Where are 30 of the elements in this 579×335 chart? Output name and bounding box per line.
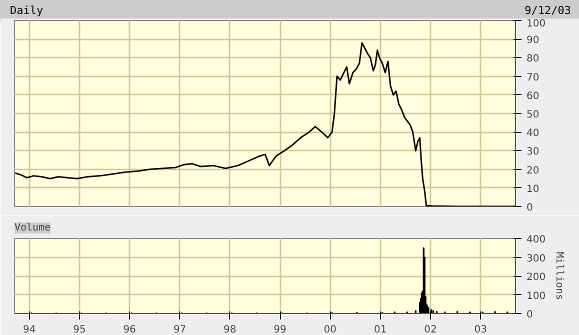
x-tick-label: 01 bbox=[374, 324, 387, 335]
chart-title: Daily bbox=[10, 3, 44, 19]
y-tick-label: 100 bbox=[526, 18, 546, 30]
chart-title: Volume bbox=[14, 222, 51, 234]
x-tick-label: 03 bbox=[474, 324, 487, 335]
y-tick-label: 40 bbox=[526, 128, 540, 140]
y-tick-label: 0 bbox=[526, 202, 533, 214]
x-tick-label: 99 bbox=[274, 324, 286, 335]
y-tick-label: 70 bbox=[526, 72, 540, 84]
y-tick-label: 90 bbox=[526, 35, 540, 46]
y-tick-label: 400 bbox=[526, 234, 546, 246]
x-tick-label: 98 bbox=[224, 324, 236, 335]
y-tick-label: 100 bbox=[526, 290, 546, 302]
y-tick-label: 80 bbox=[526, 54, 540, 65]
y-tick-label: 0 bbox=[526, 310, 533, 320]
x-tick-label: 97 bbox=[173, 324, 186, 335]
y-tick-label: 300 bbox=[526, 253, 546, 264]
x-tick-label: 96 bbox=[123, 324, 136, 335]
text: 9/12/03 bbox=[524, 3, 571, 19]
x-tick-label: 95 bbox=[73, 324, 86, 335]
y-tick-label: 20 bbox=[526, 165, 540, 176]
x-tick-label: 02 bbox=[424, 324, 437, 335]
x-tick-label: 00 bbox=[324, 324, 337, 335]
y-tick-label: 50 bbox=[526, 110, 540, 120]
x-tick-label: 94 bbox=[22, 324, 36, 335]
y-axis-title: Millions bbox=[554, 252, 565, 300]
y-tick-label: 200 bbox=[526, 272, 546, 283]
y-tick-label: 30 bbox=[526, 146, 540, 158]
y-tick-label: 60 bbox=[526, 90, 540, 102]
y-tick-label: 10 bbox=[526, 184, 540, 195]
